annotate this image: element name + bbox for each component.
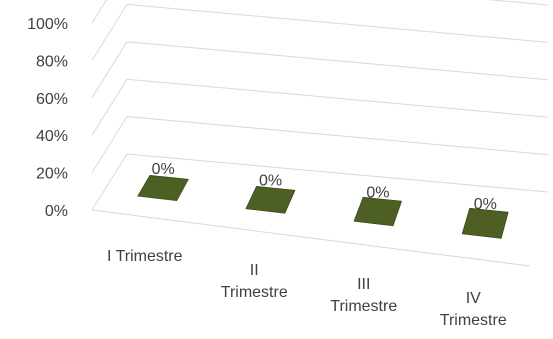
chart-floor xyxy=(91,153,531,267)
data-label: 0% xyxy=(366,184,389,201)
gridline xyxy=(91,0,549,24)
gridline xyxy=(91,116,549,173)
gridline xyxy=(91,78,549,136)
grid-layer xyxy=(91,0,549,267)
bars xyxy=(137,174,509,239)
x-tick-label: II Trimestre xyxy=(221,262,288,301)
gridline xyxy=(91,41,549,99)
y-tick-label: 20% xyxy=(36,166,68,183)
bar xyxy=(245,185,296,214)
y-tick-label: 80% xyxy=(36,53,68,70)
y-tick-label: 100% xyxy=(27,16,68,33)
y-axis-ticks: 0% 20% 40% 60% 80% 100% xyxy=(27,16,68,220)
y-tick-label: 60% xyxy=(36,91,68,108)
x-tick-label: III Trimestre xyxy=(330,276,397,315)
data-label: 0% xyxy=(259,173,282,190)
bar xyxy=(353,196,403,227)
bar xyxy=(461,207,509,239)
gridline xyxy=(91,3,549,61)
gridline xyxy=(126,153,549,193)
data-label: 0% xyxy=(152,161,175,178)
data-label: 0% xyxy=(474,196,497,213)
x-tick-label: IV Trimestre xyxy=(440,290,507,329)
bar xyxy=(137,174,189,202)
y-tick-label: 40% xyxy=(36,128,68,145)
data-labels: 0% 0% 0% 0% xyxy=(152,161,497,213)
x-axis-ticks: I Trimestre II Trimestre III Trimestre IV Trim… xyxy=(107,248,507,329)
x-tick-label: I Trimestre xyxy=(107,248,183,265)
y-tick-label: 0% xyxy=(45,203,68,220)
